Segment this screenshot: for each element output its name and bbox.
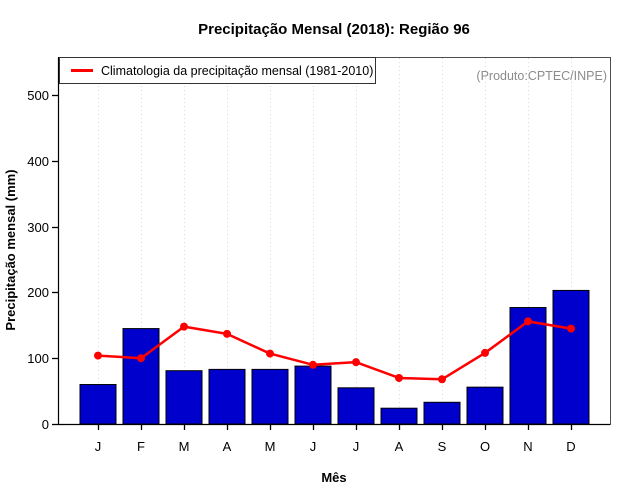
y-axis-title: Precipitação mensal (mm) bbox=[3, 169, 18, 331]
x-tick-label: J bbox=[353, 439, 360, 454]
y-tick-label: 100 bbox=[27, 351, 49, 366]
x-tick-label: F bbox=[137, 439, 145, 454]
y-tick-label: 400 bbox=[27, 154, 49, 169]
climatology-point bbox=[481, 348, 489, 357]
y-tick-label: 200 bbox=[27, 285, 49, 300]
x-axis-title: Mês bbox=[321, 470, 347, 485]
x-tick-label: A bbox=[223, 439, 232, 454]
climatology-point bbox=[180, 322, 188, 331]
x-tick-label: D bbox=[566, 439, 575, 454]
y-tick-label: 0 bbox=[42, 417, 49, 432]
legend-label: Climatologia da precipitação mensal (198… bbox=[101, 63, 374, 78]
climatology-point bbox=[309, 360, 317, 369]
bar-M-5 bbox=[251, 368, 289, 425]
climatology-point bbox=[223, 329, 231, 338]
climatology-line bbox=[96, 320, 573, 381]
bar-O-10 bbox=[466, 386, 504, 425]
bar-J-1 bbox=[79, 384, 117, 425]
climatology-point bbox=[352, 358, 360, 367]
climatology-point bbox=[524, 317, 532, 326]
bar-N-11 bbox=[509, 307, 547, 425]
x-tick-label: O bbox=[480, 439, 490, 454]
bar-J-7 bbox=[337, 387, 375, 425]
bar-M-3 bbox=[165, 370, 203, 425]
bar-J-6 bbox=[294, 365, 332, 425]
climatology-point bbox=[438, 375, 446, 384]
climatology-point bbox=[395, 373, 403, 382]
legend-line-swatch bbox=[71, 69, 93, 72]
bar-S-9 bbox=[423, 401, 461, 425]
legend: Climatologia da precipitação mensal (198… bbox=[59, 57, 376, 84]
climatology-point bbox=[94, 351, 102, 360]
bar-A-4 bbox=[208, 368, 246, 425]
y-tick-label: 300 bbox=[27, 220, 49, 235]
x-tick-label: N bbox=[523, 439, 532, 454]
climatology-point bbox=[266, 349, 274, 358]
x-tick-label: M bbox=[179, 439, 190, 454]
x-tick-label: J bbox=[95, 439, 102, 454]
product-credit: (Produto:CPTEC/INPE) bbox=[476, 69, 607, 83]
bar-D-12 bbox=[552, 289, 590, 425]
x-tick-label: J bbox=[310, 439, 317, 454]
x-tick-label: A bbox=[395, 439, 404, 454]
chart-title: Precipitação Mensal (2018): Região 96 bbox=[198, 21, 470, 38]
x-tick-label: M bbox=[265, 439, 276, 454]
bar-A-8 bbox=[380, 407, 418, 425]
climatology-point bbox=[567, 324, 575, 333]
x-tick-label: S bbox=[438, 439, 447, 454]
y-tick-label: 500 bbox=[27, 88, 49, 103]
climatology-point bbox=[137, 354, 145, 363]
bar-F-2 bbox=[122, 328, 160, 425]
